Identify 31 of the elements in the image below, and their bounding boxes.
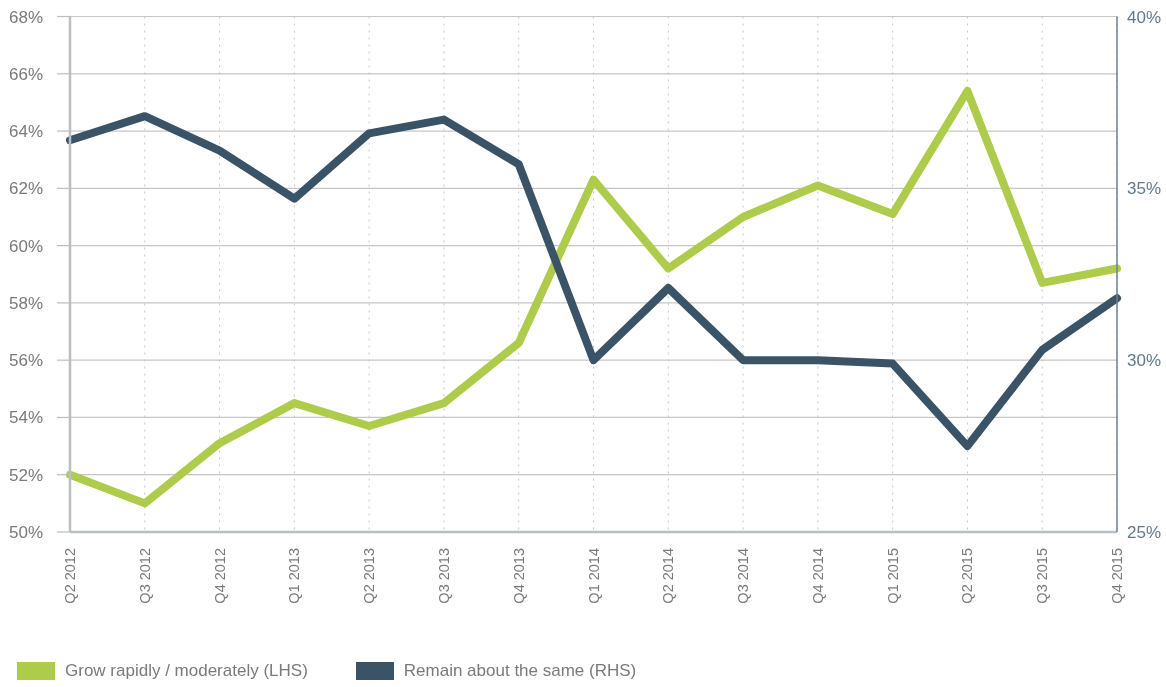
y-tick-label: 54% — [8, 408, 43, 428]
y-tick-label: 50% — [8, 523, 43, 543]
y2-tick-label: 40% — [1127, 7, 1162, 27]
y2-tick-label: 25% — [1127, 523, 1162, 543]
x-tick-label: Q4 2012 — [211, 548, 228, 604]
y-tick-label: 56% — [8, 351, 43, 371]
y2-tick-label: 35% — [1127, 179, 1162, 199]
x-tick-label: Q3 2013 — [435, 548, 452, 604]
x-tick-label: Q3 2014 — [735, 548, 752, 604]
y-tick-label: 62% — [8, 179, 43, 199]
y-tick-label: 66% — [8, 64, 43, 84]
x-tick-label: Q2 2012 — [62, 548, 78, 604]
y-tick-label: 60% — [8, 236, 43, 256]
y2-tick-label: 30% — [1127, 351, 1162, 371]
x-tick-label: Q2 2015 — [959, 548, 976, 604]
x-tick-label: Q2 2013 — [361, 548, 378, 604]
x-tick-label: Q1 2013 — [286, 548, 303, 604]
x-tick-label: Q3 2012 — [136, 548, 153, 604]
legend-label: Remain about the same (RHS) — [403, 661, 637, 681]
x-tick-label: Q2 2014 — [660, 548, 677, 604]
x-tick-label: Q4 2013 — [510, 548, 527, 604]
x-tick-label: Q1 2014 — [585, 548, 602, 604]
x-tick-label: Q3 2015 — [1034, 548, 1051, 604]
y-tick-label: 64% — [8, 122, 43, 142]
y-tick-label: 52% — [8, 465, 43, 485]
x-tick-label: Q4 2015 — [1109, 548, 1125, 604]
x-tick-label: Q1 2015 — [884, 548, 901, 604]
y-tick-label: 58% — [8, 293, 43, 313]
x-tick-label: Q4 2014 — [809, 548, 826, 604]
legend-label: Grow rapidly / moderately (LHS) — [65, 661, 308, 681]
y-tick-label: 68% — [8, 7, 43, 27]
